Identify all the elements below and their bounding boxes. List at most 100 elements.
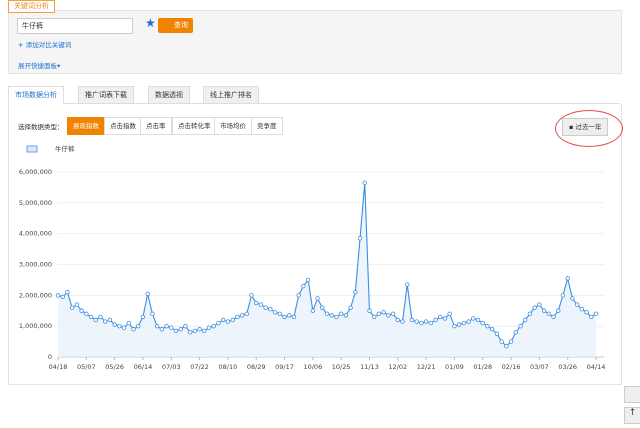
- data-point: [579, 307, 585, 312]
- x-tick-label: 01/09: [445, 363, 464, 371]
- expand-text[interactable]: 展开快捷面板: [18, 62, 57, 70]
- data-point: [428, 320, 434, 326]
- data-point: [102, 319, 108, 324]
- data-point: [386, 313, 391, 318]
- side-icon[interactable]: [624, 386, 640, 403]
- data-point: [305, 277, 311, 283]
- data-point: [376, 311, 382, 317]
- x-tick-label: 12/02: [388, 363, 407, 371]
- data-point: [395, 317, 400, 323]
- data-point: [523, 317, 528, 323]
- y-tick-label: 1,000,000: [19, 322, 52, 330]
- data-point: [494, 331, 500, 337]
- data-point: [504, 344, 509, 349]
- data-point: [400, 319, 405, 324]
- data-point: [192, 328, 198, 333]
- keyword-input[interactable]: 牛仔裤: [17, 18, 133, 34]
- star-icon[interactable]: ★: [145, 16, 156, 30]
- data-point: [546, 311, 552, 317]
- tab[interactable]: 数据透视: [148, 86, 190, 104]
- x-tick-label: 08/10: [219, 363, 238, 371]
- data-point: [593, 311, 599, 317]
- data-point: [499, 339, 504, 344]
- legend-label: 牛仔裤: [55, 144, 75, 153]
- data-point: [107, 317, 113, 323]
- data-point: [513, 330, 518, 335]
- data-point: [272, 310, 278, 315]
- search-button[interactable]: 查询: [158, 18, 193, 33]
- data-point: [225, 319, 231, 324]
- data-point: [438, 314, 443, 320]
- data-point: [60, 294, 65, 300]
- data-point: [84, 311, 89, 317]
- data-point: [220, 317, 226, 323]
- series-area: [58, 182, 596, 357]
- data-point: [258, 302, 264, 307]
- expand-panel[interactable]: 展开快捷面板▾: [18, 62, 61, 70]
- x-tick-label: 01/28: [473, 363, 492, 371]
- data-point: [442, 316, 448, 321]
- x-tick-label: 06/14: [134, 363, 153, 371]
- data-point: [268, 307, 273, 312]
- data-point: [98, 314, 103, 320]
- add-compare[interactable]: + 添加对比关键词: [18, 41, 72, 49]
- side-icon[interactable]: ↑: [624, 407, 640, 424]
- data-point: [112, 322, 117, 327]
- data-point: [471, 316, 476, 321]
- data-type-button[interactable]: 点击指数: [104, 117, 142, 135]
- data-point: [216, 320, 221, 326]
- data-point: [456, 322, 462, 327]
- data-point: [466, 319, 471, 324]
- data-point: [164, 323, 169, 329]
- data-point: [150, 311, 155, 317]
- tab[interactable]: 市场数据分析: [8, 86, 64, 104]
- data-point: [169, 325, 174, 330]
- data-point: [414, 319, 419, 324]
- data-point: [357, 236, 363, 241]
- data-type-button[interactable]: 展现指数: [67, 117, 105, 135]
- tab[interactable]: 线上推广排名: [203, 86, 259, 104]
- x-tick-label: 03/26: [558, 363, 577, 371]
- x-tick-label: 10/25: [332, 363, 351, 371]
- data-point: [131, 327, 136, 332]
- data-type-button[interactable]: 竞争度: [251, 117, 283, 135]
- y-tick-label: 6,000,000: [19, 168, 52, 176]
- data-point: [315, 296, 320, 301]
- data-point: [140, 314, 146, 320]
- data-point: [518, 323, 523, 329]
- data-point: [589, 314, 594, 320]
- x-tick-label: 02/16: [502, 363, 521, 371]
- data-point: [452, 323, 457, 329]
- data-point: [296, 293, 301, 298]
- data-point: [79, 308, 84, 313]
- data-point: [74, 302, 80, 307]
- x-tick-label: 03/07: [530, 363, 549, 371]
- panel-tab[interactable]: 关键词分析: [8, 0, 55, 13]
- data-point: [320, 305, 325, 310]
- data-point: [249, 293, 254, 298]
- data-point: [154, 323, 160, 329]
- data-point: [159, 327, 165, 332]
- data-point: [65, 290, 70, 295]
- data-type-button[interactable]: 点击率: [140, 117, 172, 135]
- data-point: [282, 314, 287, 320]
- tab[interactable]: 推广词表下载: [78, 86, 134, 104]
- data-point: [367, 308, 372, 313]
- data-point: [508, 339, 514, 344]
- y-tick-label: 4,000,000: [19, 230, 52, 238]
- x-tick-label: 05/26: [105, 363, 124, 371]
- add-compare-text[interactable]: 添加对比关键词: [25, 41, 72, 49]
- x-tick-label: 04/18: [49, 363, 68, 371]
- data-point: [126, 320, 131, 326]
- data-point: [480, 320, 485, 326]
- data-point: [381, 310, 386, 315]
- data-point: [301, 283, 306, 289]
- data-point: [287, 313, 292, 318]
- highlight-ellipse: [555, 110, 623, 147]
- y-tick-label: 5,000,000: [19, 199, 52, 207]
- data-point: [187, 330, 193, 335]
- data-point: [291, 314, 297, 320]
- x-tick-label: 09/17: [275, 363, 294, 371]
